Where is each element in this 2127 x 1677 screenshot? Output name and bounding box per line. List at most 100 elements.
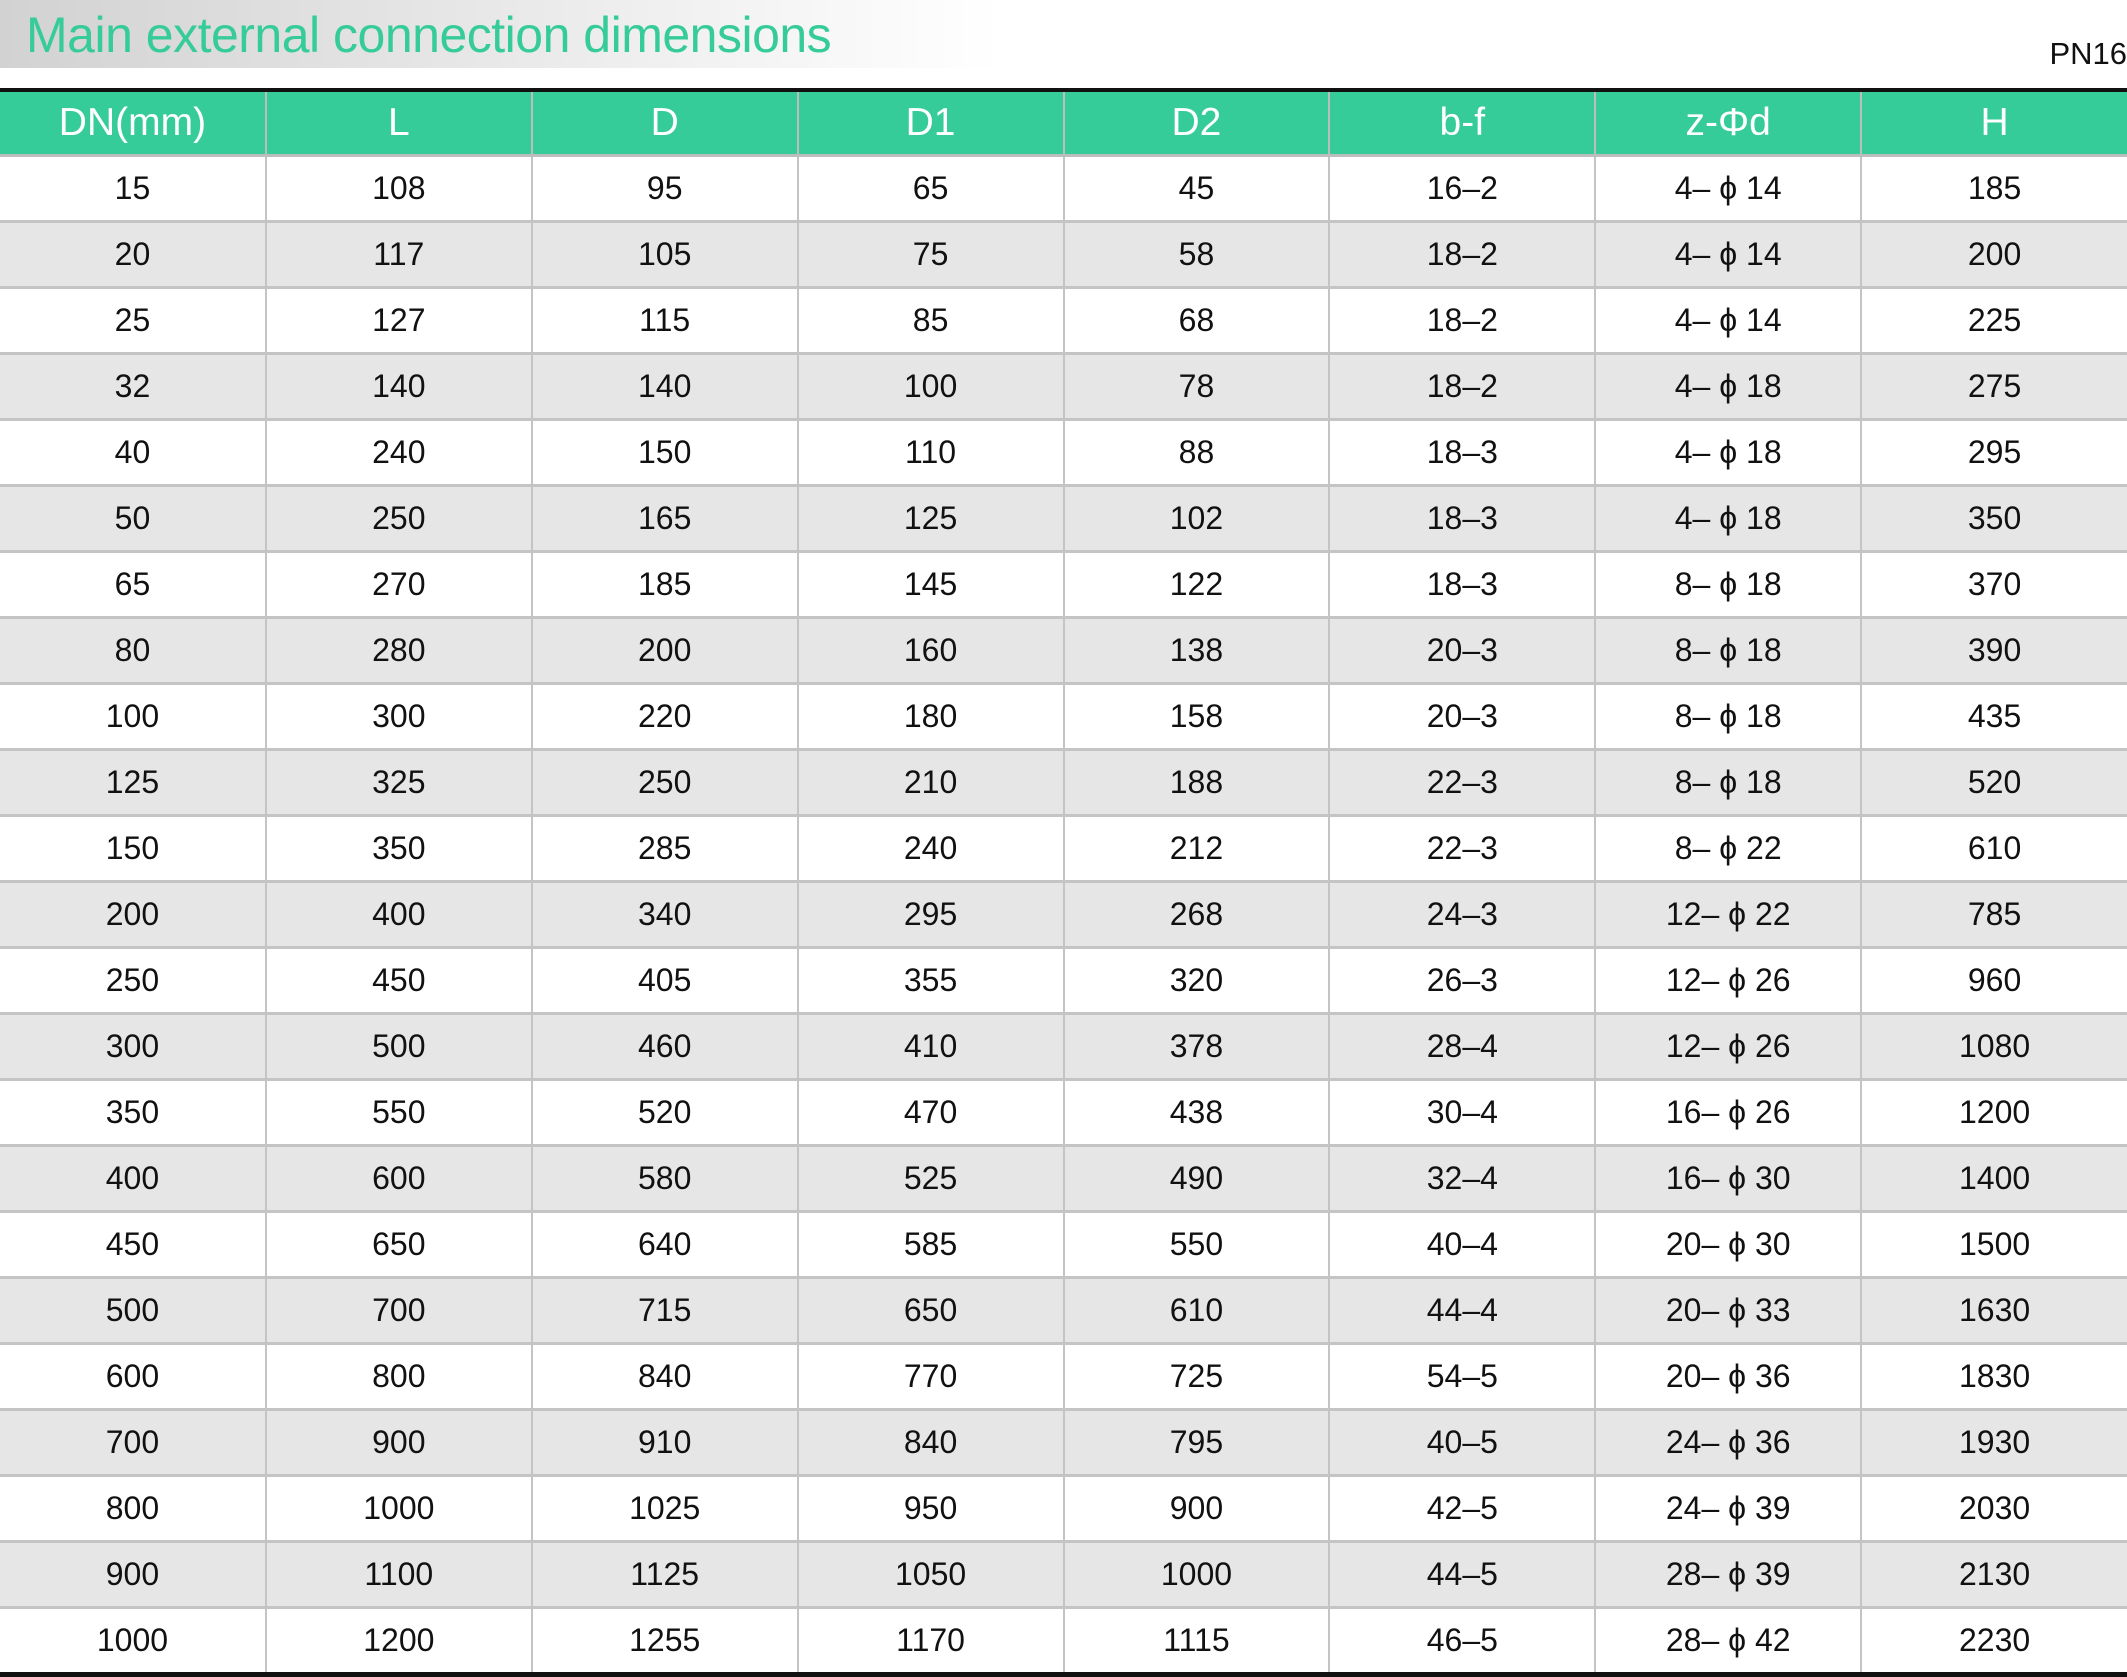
table-cell: 1830 (1860, 1343, 2127, 1411)
table-row: 15 108 95 65 45 16–2 4– ϕ 14 185 (0, 155, 2127, 223)
table-cell: 600 (0, 1343, 266, 1411)
table-cell: 1115 (1062, 1607, 1330, 1675)
table-row: 80 280 200 160 138 20–3 8– ϕ 18 390 (0, 617, 2127, 685)
table-row: 25 127 115 85 68 18–2 4– ϕ 14 225 (0, 287, 2127, 355)
table-cell: 4– ϕ 18 (1594, 353, 1862, 421)
table-cell: 300 (264, 683, 532, 751)
table-cell: 122 (1062, 551, 1330, 619)
table-cell: 225 (1860, 287, 2127, 355)
table-row: 250 450 405 355 320 26–3 12– ϕ 26 960 (0, 947, 2127, 1015)
table-cell: 4– ϕ 14 (1594, 155, 1862, 223)
table-row: 350 550 520 470 438 30–4 16– ϕ 26 1200 (0, 1079, 2127, 1147)
table-cell: 610 (1860, 815, 2127, 883)
table-cell: 100 (796, 353, 1064, 421)
table-cell: 438 (1062, 1079, 1330, 1147)
table-cell: 250 (0, 947, 266, 1015)
table-cell: 20– ϕ 36 (1594, 1343, 1862, 1411)
table-cell: 1500 (1860, 1211, 2127, 1279)
table-cell: 550 (264, 1079, 532, 1147)
table-cell: 212 (1062, 815, 1330, 883)
table-row: 900 1100 1125 1050 1000 44–5 28– ϕ 39 2130 (0, 1541, 2127, 1609)
table-cell: 1025 (530, 1475, 798, 1543)
table-cell: 42–5 (1328, 1475, 1596, 1543)
table-cell: 1080 (1860, 1013, 2127, 1081)
column-header: DN(mm) (0, 90, 266, 157)
table-cell: 340 (530, 881, 798, 949)
table-cell: 58 (1062, 221, 1330, 289)
table-cell: 910 (530, 1409, 798, 1477)
table-row: 500 700 715 650 610 44–4 20– ϕ 33 1630 (0, 1277, 2127, 1345)
table-cell: 18–3 (1328, 419, 1596, 487)
table-cell: 1930 (1860, 1409, 2127, 1477)
table-cell: 1255 (530, 1607, 798, 1675)
table-cell: 900 (264, 1409, 532, 1477)
table-cell: 40–5 (1328, 1409, 1596, 1477)
table-cell: 950 (796, 1475, 1064, 1543)
table-cell: 650 (796, 1277, 1064, 1345)
table-cell: 1200 (1860, 1079, 2127, 1147)
table-cell: 410 (796, 1013, 1064, 1081)
table-row: 400 600 580 525 490 32–4 16– ϕ 30 1400 (0, 1145, 2127, 1213)
table-row: 450 650 640 585 550 40–4 20– ϕ 30 1500 (0, 1211, 2127, 1279)
table-cell: 450 (264, 947, 532, 1015)
table-cell: 350 (1860, 485, 2127, 553)
table-cell: 390 (1860, 617, 2127, 685)
table-cell: 165 (530, 485, 798, 553)
table-cell: 26–3 (1328, 947, 1596, 1015)
table-cell: 188 (1062, 749, 1330, 817)
table-cell: 378 (1062, 1013, 1330, 1081)
table-cell: 44–5 (1328, 1541, 1596, 1609)
table-cell: 88 (1062, 419, 1330, 487)
table-cell: 520 (1860, 749, 2127, 817)
table-cell: 110 (796, 419, 1064, 487)
table-cell: 160 (796, 617, 1064, 685)
table-cell: 200 (1860, 221, 2127, 289)
table-cell: 185 (1860, 155, 2127, 223)
table-cell: 45 (1062, 155, 1330, 223)
column-header: D2 (1062, 90, 1330, 157)
table-cell: 450 (0, 1211, 266, 1279)
table-cell: 1000 (264, 1475, 532, 1543)
table-cell: 140 (264, 353, 532, 421)
table-cell: 145 (796, 551, 1064, 619)
table-cell: 1200 (264, 1607, 532, 1675)
table-row: 1000 1200 1255 1170 1115 46–5 28– ϕ 42 2230 (0, 1607, 2127, 1675)
table-row: 65 270 185 145 122 18–3 8– ϕ 18 370 (0, 551, 2127, 619)
table-cell: 550 (1062, 1211, 1330, 1279)
table-cell: 250 (530, 749, 798, 817)
table-cell: 16– ϕ 30 (1594, 1145, 1862, 1213)
table-cell: 580 (530, 1145, 798, 1213)
table-cell: 520 (530, 1079, 798, 1147)
table-cell: 24– ϕ 36 (1594, 1409, 1862, 1477)
table-cell: 300 (0, 1013, 266, 1081)
table-cell: 600 (264, 1145, 532, 1213)
table-cell: 46–5 (1328, 1607, 1596, 1675)
table-cell: 108 (264, 155, 532, 223)
table-cell: 78 (1062, 353, 1330, 421)
table-cell: 180 (796, 683, 1064, 751)
table-cell: 16– ϕ 26 (1594, 1079, 1862, 1147)
table-cell: 32–4 (1328, 1145, 1596, 1213)
table-cell: 28– ϕ 39 (1594, 1541, 1862, 1609)
table-row: 125 325 250 210 188 22–3 8– ϕ 18 520 (0, 749, 2127, 817)
table-row: 100 300 220 180 158 20–3 8– ϕ 18 435 (0, 683, 2127, 751)
table-cell: 715 (530, 1277, 798, 1345)
table-cell: 405 (530, 947, 798, 1015)
table-cell: 280 (264, 617, 532, 685)
table-cell: 500 (0, 1277, 266, 1345)
table-cell: 30–4 (1328, 1079, 1596, 1147)
table-cell: 960 (1860, 947, 2127, 1015)
table-cell: 150 (530, 419, 798, 487)
table-cell: 65 (0, 551, 266, 619)
table-row: 600 800 840 770 725 54–5 20– ϕ 36 1830 (0, 1343, 2127, 1411)
table-cell: 80 (0, 617, 266, 685)
table-cell: 68 (1062, 287, 1330, 355)
table-cell: 800 (0, 1475, 266, 1543)
table-cell: 295 (796, 881, 1064, 949)
table-cell: 900 (1062, 1475, 1330, 1543)
table-cell: 12– ϕ 22 (1594, 881, 1862, 949)
table-cell: 1000 (96, 1622, 169, 1658)
table-cell: 268 (1062, 881, 1330, 949)
table-cell: 102 (1062, 485, 1330, 553)
table-cell: 8– ϕ 18 (1594, 551, 1862, 619)
